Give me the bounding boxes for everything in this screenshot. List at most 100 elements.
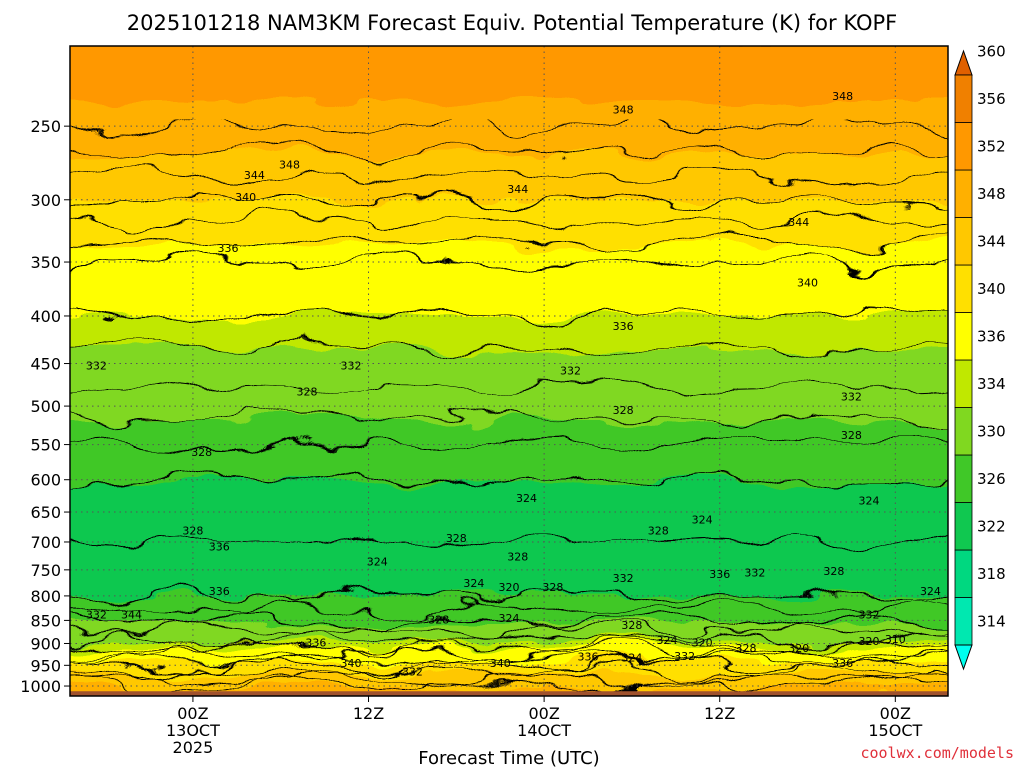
contour-label: 324 [692,513,713,526]
fill-band [70,503,948,507]
x-tick-label: 13OCT [166,721,220,740]
colorbar-tick-label: 352 [977,137,1006,155]
contour-label: 336 [209,541,230,554]
y-tick-label: 850 [30,611,61,630]
contour-label: 328 [613,404,634,417]
y-tick-label: 800 [30,587,61,606]
y-axis-ticks: 250 300 350 400 450 500 550 600 650 700 750 800 850 9… [20,117,70,696]
fill-band [70,605,948,609]
contour-label: 332 [86,609,107,622]
contour-label: 328 [507,551,528,564]
fill-band [70,521,948,525]
contour-label: 324 [621,652,642,665]
fill-band [70,200,948,204]
contour-line [70,665,948,679]
fill-band [70,683,948,687]
fill-band [70,224,948,228]
contour-line [70,255,948,270]
y-tick-label: 400 [30,307,61,326]
fill-band [70,527,948,531]
colorbar-tick-label: 326 [977,470,1006,488]
contour-label: 344 [244,169,265,182]
fill-band [70,230,948,234]
fill-band [70,473,948,477]
fill-band [70,464,948,468]
y-tick-label: 550 [30,436,61,455]
contour-label: 332 [402,666,423,679]
fill-band [70,677,948,681]
contour-label: 332 [86,359,107,372]
contour-label: 340 [797,276,818,289]
contour-label: 336 [832,657,853,670]
fill-band [70,263,948,267]
fill-band [70,50,948,54]
fill-band [70,227,948,231]
y-tick-label: 900 [30,634,61,653]
contour-label: 328 [823,565,844,578]
contour-label: 328 [841,429,862,442]
colorbar-tick-label: 330 [977,422,1006,440]
contour-label: 328 [182,524,203,537]
fill-band [70,494,948,498]
fill-band [70,668,948,672]
fill-band [70,59,948,63]
fill-band [70,119,948,123]
contour-label: 328 [736,642,757,655]
fill-band [70,416,948,420]
fill-band [70,239,948,243]
fill-band [70,47,948,51]
y-tick-label: 950 [30,656,61,675]
fill-band [70,122,948,126]
colorbar-segment [954,454,973,503]
contour-label: 332 [560,365,581,378]
contour-label: 324 [463,577,484,590]
fill-band [70,353,948,357]
fill-band [70,92,948,96]
fill-band [70,575,948,579]
fill-band [70,512,948,516]
x-tick-label: 12Z [704,704,735,723]
fill-band [70,374,948,378]
fill-band [70,74,948,78]
contour-label: 348 [613,104,634,117]
fill-band [70,488,948,492]
contour-line [70,192,948,207]
contour-label: 324 [499,612,520,625]
fill-band [70,614,948,618]
fill-band [70,125,948,129]
contour-line [70,613,948,627]
fill-band [70,350,948,354]
fill-band [70,410,948,414]
contour-line [70,145,948,159]
fill-band [70,221,948,225]
fill-band [70,116,948,120]
fill-band [70,641,948,645]
fill-band [70,566,948,570]
fill-band [70,89,948,93]
contour-line [70,235,948,250]
fill-band [70,317,948,321]
fill-band [70,281,948,285]
grid-lines [70,46,948,696]
fill-band [70,332,948,336]
ground-below-surface [70,691,948,696]
colorbar-tick-label: 336 [977,327,1006,345]
fill-band [70,623,948,627]
fill-band [70,569,948,573]
fill-band [70,323,948,327]
x-tick-label: 00Z [177,704,208,723]
fill-band [70,446,948,450]
fill-band [70,452,948,456]
fill-band [70,518,948,522]
fill-band [70,467,948,471]
fill-band [70,620,948,624]
fill-band [70,155,948,159]
fill-band [70,560,948,564]
fill-band [70,164,948,168]
contour-label: 340 [340,657,361,670]
fill-band [70,356,948,360]
fill-band [70,128,948,132]
fill-band [70,212,948,216]
fill-band [40,41,978,44]
